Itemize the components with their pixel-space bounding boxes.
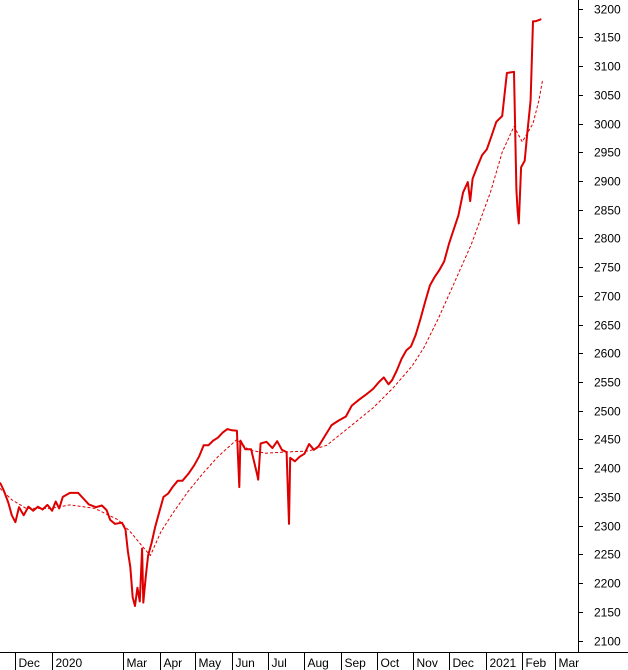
y-tick-label: 2650	[594, 319, 621, 333]
x-tick-label: Jul	[272, 656, 287, 670]
x-tick-label: Dec	[453, 656, 474, 670]
y-tick-label: 2850	[594, 204, 621, 218]
series-layer	[0, 18, 543, 607]
x-tick-label: Aug	[308, 656, 329, 670]
x-tick-label: Oct	[381, 656, 400, 670]
y-tick-label: 3000	[594, 118, 621, 132]
y-tick-label: 2100	[594, 635, 621, 649]
x-tick-label: Jun	[236, 656, 255, 670]
y-tick-label: 2200	[594, 577, 621, 591]
y-tick-label: 3150	[594, 31, 621, 45]
y-tick-label: 2700	[594, 290, 621, 304]
y-tick-label: 2450	[594, 433, 621, 447]
y-tick-label: 2750	[594, 261, 621, 275]
y-tick-label: 2400	[594, 462, 621, 476]
price-line	[0, 18, 542, 607]
y-tick-label: 2150	[594, 606, 621, 620]
x-tick-label: May	[199, 656, 222, 670]
x-tick-label: Mar	[127, 656, 148, 670]
y-tick-label: 2600	[594, 347, 621, 361]
y-tick-label: 2300	[594, 520, 621, 534]
x-tick-label: Sep	[345, 656, 367, 670]
y-axis-ticks: 2100 2150 2200 2250 2300 2350 2400 2450 2500 2550…	[578, 3, 621, 649]
y-tick-label: 2500	[594, 405, 621, 419]
y-tick-label: 2800	[594, 232, 621, 246]
y-tick-label: 3050	[594, 89, 621, 103]
y-tick-label: 3200	[594, 3, 621, 17]
x-tick-label: Nov	[417, 656, 438, 670]
x-tick-label: Feb	[526, 656, 547, 670]
x-axis-ticks: Dec 2020 Mar Apr May Jun Jul Aug Sep Oct Nov Dec 202…	[15, 652, 580, 670]
y-tick-label: 2350	[594, 491, 621, 505]
y-tick-label: 2250	[594, 548, 621, 562]
y-tick-label: 2950	[594, 146, 621, 160]
y-tick-label: 3100	[594, 60, 621, 74]
x-tick-label: Dec	[19, 656, 40, 670]
x-tick-label: Apr	[164, 656, 183, 670]
x-tick-label: Mar	[559, 656, 580, 670]
x-tick-label: 2021	[490, 656, 517, 670]
y-tick-label: 2900	[594, 175, 621, 189]
y-tick-label: 2550	[594, 376, 621, 390]
x-tick-label: 2020	[56, 656, 83, 670]
moving-average-line	[0, 80, 543, 556]
